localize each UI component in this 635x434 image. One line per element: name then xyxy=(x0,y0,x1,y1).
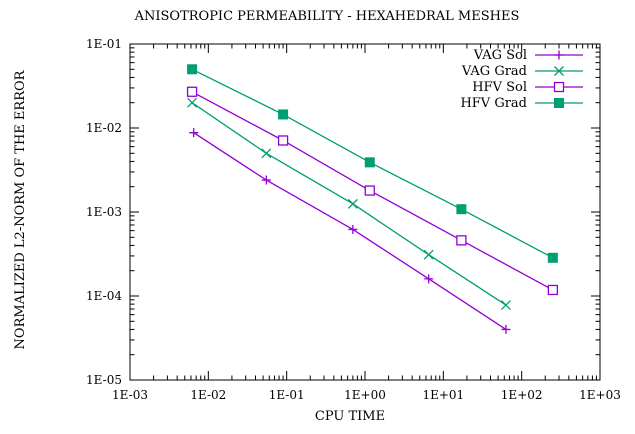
legend-label: VAG Sol xyxy=(473,48,527,63)
legend-marker xyxy=(553,81,565,93)
series-line xyxy=(191,102,507,306)
data-point xyxy=(547,252,558,263)
data-point xyxy=(456,235,467,246)
legend-marker xyxy=(554,98,564,108)
legend-entry: HFV Sol xyxy=(472,80,583,95)
x-tick-label: 1E-02 xyxy=(190,388,226,402)
data-point xyxy=(186,86,198,97)
series-vag-sol xyxy=(189,128,511,334)
legend-marker xyxy=(554,66,564,76)
data-point xyxy=(261,175,271,185)
x-tick-label: 1E+02 xyxy=(501,388,543,402)
data-point xyxy=(424,274,434,284)
data-point xyxy=(277,135,289,146)
x-tick-label: 1E+03 xyxy=(579,388,621,402)
y-tick-label: 1E-03 xyxy=(86,205,122,219)
data-point xyxy=(547,284,558,296)
series-hfv-sol xyxy=(186,86,558,296)
data-point xyxy=(501,324,511,334)
axes: 1E-03 1E-02 1E-01 1E+00 1E+01 1E+02 1E+03 1E-05… xyxy=(86,37,621,402)
data-point xyxy=(261,148,272,159)
data-point xyxy=(423,249,434,260)
data-point xyxy=(500,300,511,311)
x-tick-label: 1E-03 xyxy=(112,388,148,402)
legend-label: HFV Sol xyxy=(472,80,527,95)
legend-entry: VAG Sol xyxy=(473,48,583,63)
y-tick-label: 1E-01 xyxy=(86,37,122,51)
data-point xyxy=(189,128,199,138)
series-layer xyxy=(186,64,558,334)
y-tick-label: 1E-02 xyxy=(86,121,122,135)
series-line xyxy=(193,132,507,330)
x-axis-label: CPU TIME xyxy=(315,409,385,424)
y-tick-label: 1E-05 xyxy=(86,373,122,387)
data-point xyxy=(278,109,289,120)
data-point xyxy=(364,185,375,196)
legend-entry: VAG Grad xyxy=(461,64,583,79)
data-point xyxy=(187,64,198,75)
y-axis-label: NORMALIZED L2-NORM OF THE ERROR xyxy=(13,69,28,349)
data-point xyxy=(456,204,467,215)
chart-title: ANISOTROPIC PERMEABILITY - HEXAHEDRAL ME… xyxy=(134,9,520,24)
x-tick-label: 1E-01 xyxy=(269,388,305,402)
series-hfv-grad xyxy=(187,64,558,263)
legend-label: VAG Grad xyxy=(461,64,527,79)
legend-label: HFV Grad xyxy=(460,96,527,111)
series-vag-grad xyxy=(187,97,511,311)
x-tick-label: 1E+00 xyxy=(344,388,386,402)
x-tick-label: 1E+01 xyxy=(422,388,464,402)
legend-entry: HFV Grad xyxy=(460,96,583,111)
legend-marker xyxy=(554,50,564,60)
data-point xyxy=(348,224,358,234)
data-point xyxy=(347,198,358,209)
data-point xyxy=(187,97,198,108)
data-point xyxy=(364,157,375,168)
y-tick-label: 1E-04 xyxy=(86,289,122,303)
